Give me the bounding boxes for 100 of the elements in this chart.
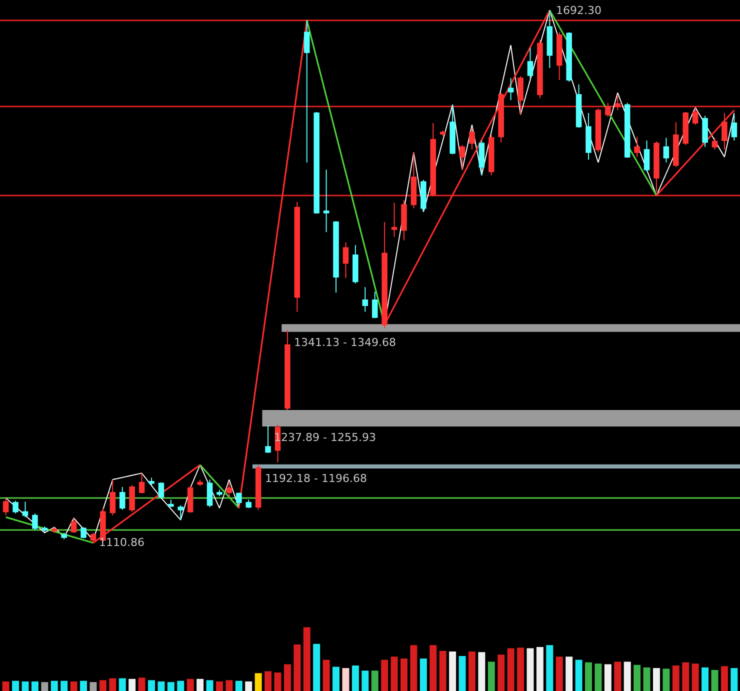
candlestick (236, 492, 242, 506)
candlestick (401, 200, 407, 241)
bar (284, 664, 291, 691)
candlestick (692, 106, 698, 126)
candlestick (556, 32, 562, 80)
candlestick (391, 202, 398, 238)
bar (31, 681, 38, 691)
candlestick (168, 499, 174, 508)
bar (566, 656, 573, 691)
candlestick (52, 526, 58, 534)
bar (313, 644, 320, 691)
bar (449, 651, 456, 691)
bar (206, 680, 214, 691)
bar (711, 670, 718, 691)
candlestick (255, 464, 262, 510)
bar (720, 666, 728, 691)
bar (2, 681, 10, 691)
bar (254, 673, 262, 691)
bar (148, 680, 155, 691)
bar (634, 664, 641, 691)
candlestick (323, 169, 330, 233)
bar (614, 662, 622, 691)
bar (390, 656, 398, 691)
candlestick (488, 134, 494, 176)
candlestick (265, 425, 271, 454)
candlestick (352, 244, 358, 284)
candlestick (576, 84, 582, 128)
candlestick (284, 330, 290, 410)
bar (672, 666, 680, 691)
bar (235, 680, 242, 691)
candlestick (61, 532, 67, 540)
candlestick (178, 504, 184, 520)
bar (662, 668, 670, 691)
band-label: 1192.18 - 1196.68 (265, 472, 367, 485)
bar (90, 682, 97, 691)
candlestick (80, 526, 86, 539)
candlestick (148, 477, 154, 486)
bar (439, 650, 446, 691)
candlestick (138, 472, 145, 494)
bar (692, 664, 699, 691)
bar (138, 678, 146, 691)
candlestick (187, 486, 194, 514)
bar (643, 667, 650, 691)
candlestick (537, 39, 543, 99)
bar (342, 668, 350, 691)
bar (352, 666, 359, 691)
candlestick (70, 518, 77, 534)
bar (80, 680, 88, 691)
bar (167, 682, 174, 691)
bar (186, 678, 194, 691)
bar (430, 645, 437, 691)
candlestick (673, 122, 679, 168)
bar (22, 681, 29, 691)
candlestick (226, 482, 232, 498)
bar (371, 670, 378, 691)
candlestick (197, 479, 203, 487)
bar (196, 678, 204, 691)
band-label: 1341.13 - 1349.68 (294, 336, 396, 349)
bar (702, 667, 709, 691)
bar (109, 678, 116, 691)
candlestick (246, 499, 252, 509)
candlestick (110, 479, 116, 516)
candlestick (459, 144, 466, 170)
candlestick (566, 32, 572, 82)
bar (498, 654, 505, 691)
bar (177, 680, 184, 691)
candlestick (586, 112, 592, 160)
bar (478, 652, 486, 691)
bar (517, 648, 524, 691)
candlestick (712, 137, 718, 150)
bar (322, 660, 330, 691)
candlestick (42, 526, 48, 532)
candlestick (32, 513, 38, 531)
candlestick (663, 137, 670, 163)
bar (507, 648, 514, 691)
bar (381, 660, 388, 691)
bar (604, 664, 612, 691)
bar (294, 644, 301, 691)
candlestick (420, 179, 426, 212)
bar (332, 666, 340, 691)
bar (400, 658, 408, 691)
bar (99, 680, 106, 691)
bar (624, 662, 631, 691)
bar (158, 681, 165, 691)
bar (575, 660, 582, 691)
candlestick (527, 47, 534, 79)
bar (303, 627, 310, 691)
bar (556, 656, 563, 691)
candlestick (333, 220, 339, 294)
candlestick (430, 122, 436, 197)
candlestick (546, 10, 553, 69)
candlestick (478, 140, 485, 176)
candlestick (206, 479, 213, 508)
candlestick (362, 286, 368, 312)
candlestick (595, 108, 602, 153)
candlestick (342, 242, 349, 278)
bar (468, 651, 476, 691)
candlestick (498, 92, 504, 143)
candlestick (158, 482, 164, 498)
bar (585, 662, 592, 691)
